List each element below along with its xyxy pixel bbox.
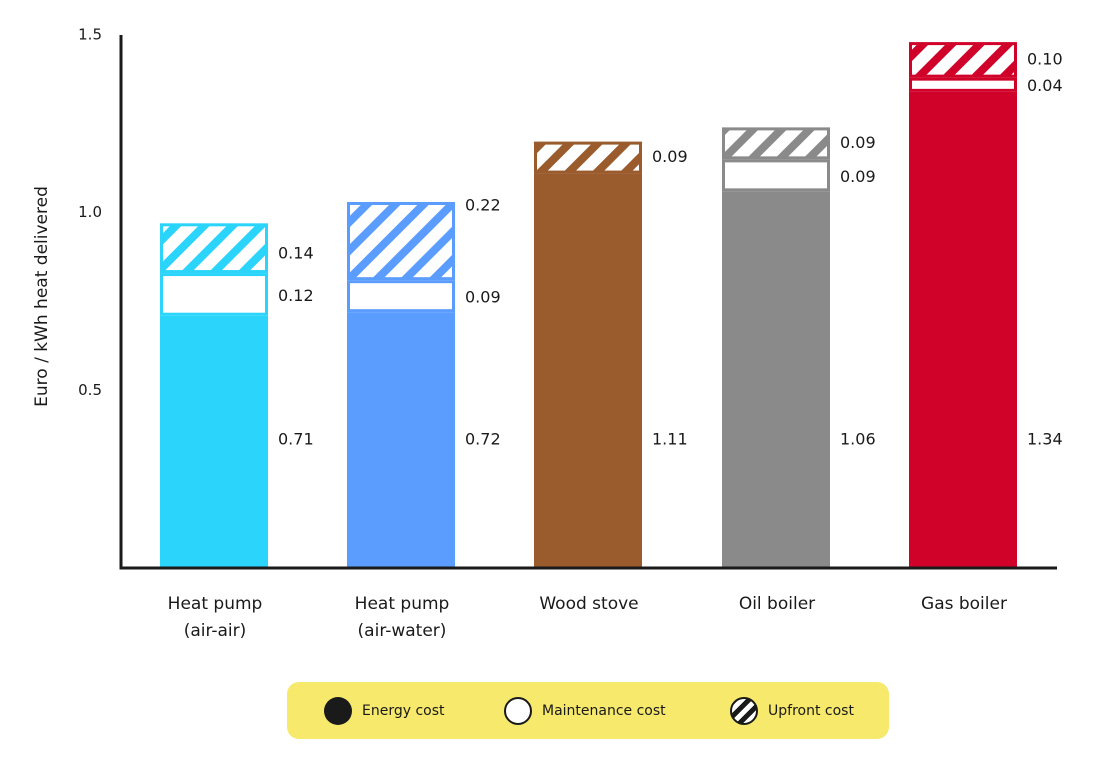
energy-bar-segment	[534, 173, 642, 568]
data-label: 0.72	[465, 430, 501, 449]
energy-cost-swatch-icon	[324, 696, 352, 725]
maintenance-cost-swatch-icon	[504, 696, 532, 725]
legend: Energy cost Maintenance cost Upfront cos…	[287, 682, 889, 739]
data-label: 0.09	[652, 147, 688, 166]
upfront-bar-segment	[722, 127, 830, 160]
legend-label-maintenance: Maintenance cost	[542, 702, 666, 719]
x-category-label: Heat pump	[168, 594, 263, 614]
maintenance-bar-segment	[909, 77, 1017, 92]
x-category-label: Gas boiler	[921, 594, 1007, 614]
legend-label-upfront: Upfront cost	[768, 702, 854, 719]
y-tick-label: 1.0	[78, 203, 102, 221]
upfront-bar-segment	[534, 141, 642, 174]
legend-item-energy: Energy cost	[324, 682, 445, 739]
data-label: 0.71	[278, 430, 314, 449]
energy-bar-segment	[722, 191, 830, 568]
upfront-bar-segment	[909, 42, 1017, 78]
upfront-bar-segment	[160, 223, 268, 274]
upfront-cost-swatch-icon	[730, 696, 758, 725]
x-category-label: (air-air)	[184, 621, 247, 641]
data-label: 0.09	[840, 133, 876, 152]
legend-item-maintenance: Maintenance cost	[504, 682, 666, 739]
data-label: 0.09	[465, 288, 501, 307]
data-label: 1.11	[652, 430, 688, 449]
data-label: 0.14	[278, 244, 314, 263]
data-label: 0.22	[465, 196, 501, 215]
maintenance-bar-segment	[160, 273, 268, 316]
energy-bar-segment	[160, 315, 268, 568]
maintenance-bar-segment	[722, 159, 830, 192]
maintenance-bar-segment	[347, 280, 455, 313]
data-label: 0.10	[1027, 49, 1063, 68]
y-tick-label: 1.5	[78, 26, 102, 44]
x-category-label: Heat pump	[355, 594, 450, 614]
x-category-label: Oil boiler	[739, 594, 815, 614]
y-axis-label: Euro / kWh heat delivered	[32, 186, 52, 407]
data-label: 0.09	[840, 167, 876, 186]
data-label: 1.34	[1027, 430, 1063, 449]
data-label: 0.12	[278, 286, 314, 305]
data-label: 1.06	[840, 430, 876, 449]
x-category-label: (air-water)	[358, 621, 447, 641]
legend-label-energy: Energy cost	[362, 702, 445, 719]
data-label: 0.04	[1027, 76, 1063, 95]
y-tick-label: 0.5	[78, 381, 102, 399]
energy-bar-segment	[909, 91, 1017, 568]
upfront-bar-segment	[347, 202, 455, 281]
x-category-label: Wood stove	[539, 594, 638, 614]
energy-bar-segment	[347, 312, 455, 568]
legend-item-upfront: Upfront cost	[730, 682, 854, 739]
